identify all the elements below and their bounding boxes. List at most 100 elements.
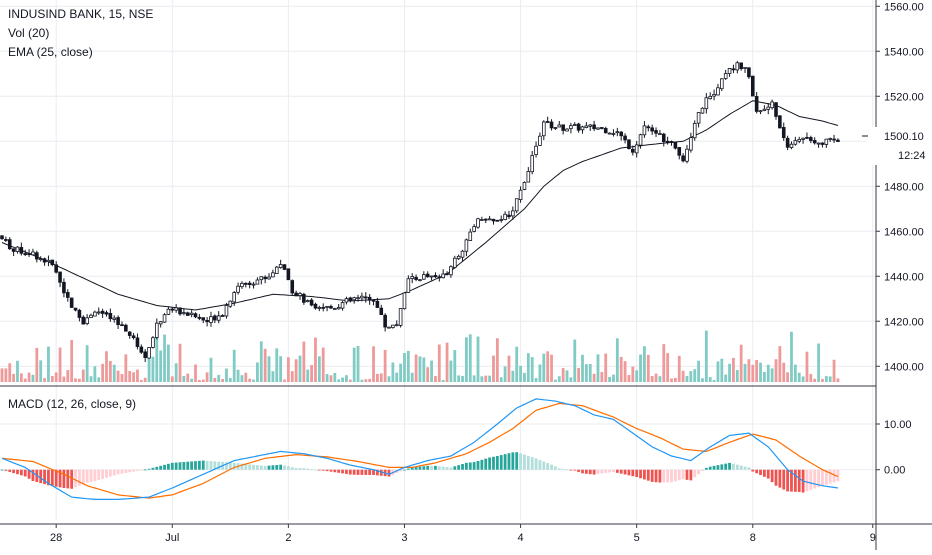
macd-histogram-bar — [476, 460, 480, 470]
volume-bar — [16, 360, 19, 382]
candle-body — [23, 253, 28, 255]
volume-bar — [670, 378, 673, 382]
macd-histogram-bar — [19, 469, 23, 476]
candle-body — [348, 297, 353, 301]
volume-bar — [790, 331, 793, 382]
macd-histogram-bar — [468, 462, 472, 470]
candle-body — [325, 305, 329, 308]
volume-bar — [735, 370, 739, 382]
macd-histogram-bar — [213, 461, 217, 470]
macd-histogram-bar — [108, 469, 112, 477]
volume-indicator-label[interactable]: Vol (20) — [8, 26, 50, 40]
macd-histogram-bar — [78, 469, 81, 486]
candle-body — [410, 276, 415, 279]
macd-histogram-bar — [375, 469, 379, 476]
volume-bar — [221, 379, 224, 382]
volume-bar — [0, 368, 4, 382]
macd-histogram-bar — [677, 469, 681, 481]
candle-body — [499, 219, 504, 221]
candle-body — [615, 131, 620, 134]
macd-histogram-bar — [372, 469, 375, 475]
candle-body — [507, 214, 511, 218]
macd-indicator-label[interactable]: MACD (12, 26, close, 9) — [8, 397, 137, 411]
macd-histogram-bar — [197, 460, 201, 470]
time-tick-label: 8 — [750, 532, 756, 544]
candle-body — [344, 298, 349, 303]
volume-bar — [31, 374, 35, 382]
macd-histogram-bar — [275, 464, 279, 470]
volume-bar — [197, 379, 201, 382]
volume-bar — [136, 369, 139, 382]
volume-bar — [228, 378, 232, 382]
macd-histogram-bar — [403, 469, 406, 471]
candle-body — [747, 67, 751, 78]
volume-bar — [716, 361, 720, 382]
volume-bar — [604, 353, 608, 382]
candle-body — [619, 131, 623, 137]
candle-body — [11, 248, 16, 252]
candle-body — [247, 282, 252, 285]
macd-histogram-bar — [445, 467, 449, 470]
volume-bar — [182, 376, 186, 382]
candle-body — [162, 314, 167, 323]
candle-body — [569, 125, 573, 129]
macd-histogram-bar — [755, 469, 759, 474]
macd-histogram-bar — [778, 469, 782, 488]
volume-bar — [681, 370, 685, 382]
macd-histogram-bar — [240, 463, 244, 470]
macd-histogram-bar — [604, 469, 608, 474]
symbol-title[interactable]: INDUSIND BANK, 15, NSE — [8, 7, 154, 21]
volume-bar — [352, 347, 356, 382]
volume-bar — [4, 368, 8, 382]
ema-indicator-label[interactable]: EMA (25, close) — [8, 45, 93, 59]
candle-body — [135, 337, 140, 347]
macd-histogram-bar — [379, 469, 383, 476]
candle-body — [255, 279, 260, 285]
macd-histogram-bar — [31, 469, 35, 481]
volume-bar — [294, 359, 298, 382]
volume-bars — [0, 330, 840, 382]
macd-histogram-bar — [786, 469, 790, 492]
candle-body — [545, 121, 550, 123]
volume-bar — [813, 378, 817, 382]
volume-bar — [391, 362, 395, 382]
candle-body — [812, 140, 817, 144]
macd-histogram-bar — [724, 463, 728, 470]
volume-bar — [821, 378, 824, 382]
volume-bar — [372, 346, 375, 382]
volume-bar — [720, 358, 724, 382]
macd-histogram-bar — [66, 469, 70, 489]
candle-body — [302, 293, 306, 303]
candle-body — [731, 68, 736, 71]
candle-body — [352, 297, 356, 301]
macd-histogram-bar — [201, 460, 205, 470]
volume-bar — [306, 369, 310, 382]
volume-bar — [348, 379, 352, 382]
candle-body — [607, 132, 612, 135]
volume-bar — [147, 347, 151, 382]
volume-bar — [190, 378, 194, 382]
candle-body — [476, 218, 480, 228]
candle-body — [15, 246, 20, 252]
volume-bar — [252, 379, 255, 382]
candle-body — [603, 128, 608, 134]
volume-bar — [472, 375, 476, 382]
candle-body — [565, 128, 569, 132]
candle-body — [580, 126, 585, 131]
candle-body — [375, 300, 380, 308]
macd-histogram-bar — [50, 469, 54, 486]
candle-body — [398, 308, 403, 326]
candle-body — [743, 67, 747, 69]
volume-bar — [662, 344, 666, 382]
volume-bar — [399, 363, 403, 382]
macd-histogram-bar — [441, 466, 445, 470]
volume-bar — [271, 371, 275, 382]
macd-histogram-bar — [437, 466, 441, 470]
candle-body — [394, 324, 399, 327]
volume-bar — [159, 350, 163, 382]
volume-bar — [712, 379, 716, 382]
macd-histogram-bar — [612, 469, 615, 472]
macd-tick-label: 10.00 — [884, 419, 912, 431]
